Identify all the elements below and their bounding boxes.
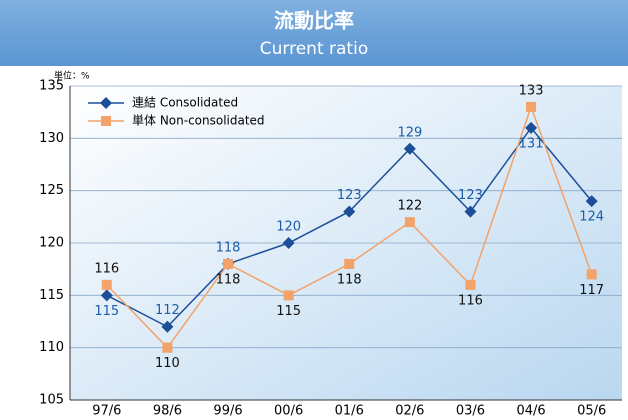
x-tick-label: 04/6	[516, 404, 545, 419]
chart-subtitle: Current ratio	[260, 39, 368, 59]
y-tick-label: 125	[39, 183, 64, 198]
data-label: 123	[337, 188, 362, 203]
data-point	[403, 142, 416, 155]
data-point	[223, 258, 234, 269]
unit-label: 単位：%	[54, 70, 90, 82]
data-label: 124	[579, 210, 604, 225]
y-tick-label: 120	[39, 236, 64, 251]
data-label: 122	[397, 199, 422, 214]
data-point	[162, 342, 173, 353]
data-point	[343, 205, 356, 218]
data-point	[586, 269, 597, 280]
data-point	[283, 290, 294, 301]
data-label: 117	[579, 283, 604, 298]
x-tick-label: 05/6	[577, 404, 606, 419]
data-label: 112	[155, 303, 180, 318]
data-label: 116	[94, 261, 119, 276]
x-tick-label: 97/6	[92, 404, 121, 419]
y-tick-label: 135	[39, 79, 64, 94]
data-label: 110	[155, 356, 180, 371]
x-tick-label: 98/6	[153, 404, 182, 419]
data-point	[101, 279, 112, 290]
data-label: 123	[458, 188, 483, 203]
y-tick-label: 105	[39, 393, 64, 408]
data-point	[100, 289, 113, 302]
y-tick-label: 115	[39, 288, 64, 303]
x-tick-label: 03/6	[456, 404, 485, 419]
data-label: 118	[216, 272, 241, 287]
data-point	[526, 101, 537, 112]
x-tick-label: 99/6	[213, 404, 242, 419]
header	[0, 0, 628, 66]
x-tick-label: 00/6	[274, 404, 303, 419]
data-point	[525, 121, 538, 134]
data-point	[464, 205, 477, 218]
data-label: 115	[276, 304, 301, 319]
data-point	[344, 258, 355, 269]
legend-label: 連結 Consolidated	[132, 96, 238, 110]
x-tick-label: 02/6	[395, 404, 424, 419]
data-point	[404, 217, 415, 228]
data-label: 115	[94, 304, 119, 319]
data-label: 116	[458, 293, 483, 308]
data-point	[465, 279, 476, 290]
x-tick-label: 01/6	[335, 404, 364, 419]
data-point	[161, 320, 174, 333]
legend-marker	[100, 97, 112, 109]
data-label: 129	[397, 125, 422, 140]
data-point	[585, 195, 598, 208]
data-label: 131	[519, 136, 544, 151]
y-tick-label: 110	[39, 340, 64, 355]
legend-marker	[101, 116, 111, 126]
y-tick-label: 130	[39, 131, 64, 146]
legend-label: 単体 Non-consolidated	[132, 114, 265, 128]
data-label: 118	[216, 240, 241, 255]
data-label: 120	[276, 220, 301, 235]
data-point	[282, 237, 295, 249]
chart-title: 流動比率	[274, 9, 354, 33]
data-label: 133	[519, 83, 544, 98]
data-label: 118	[337, 272, 362, 287]
